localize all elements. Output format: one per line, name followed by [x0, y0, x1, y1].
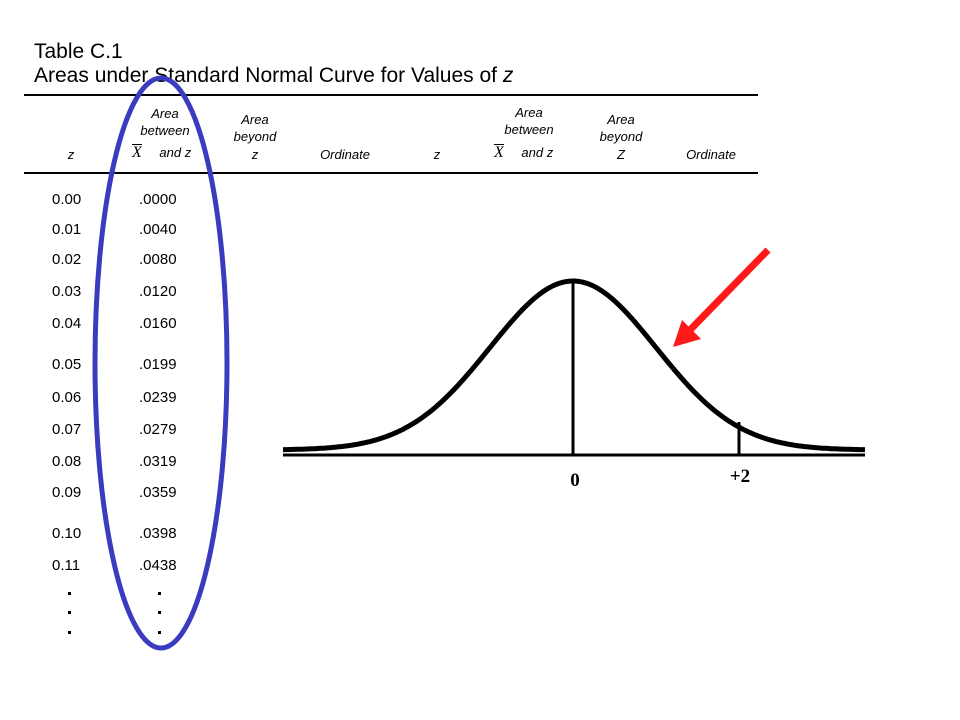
table-title: Table C.1: [34, 40, 123, 63]
table-row-area: .0279: [139, 421, 177, 438]
and-z-left: and z: [159, 145, 192, 160]
header-top-rule: [24, 94, 758, 96]
x-bar-symbol-left: X: [132, 144, 142, 161]
highlight-ellipse: [92, 75, 230, 651]
table-row-area: .0000: [139, 191, 177, 208]
header-z-left: z: [67, 147, 75, 162]
table-row-area: .0398: [139, 525, 177, 542]
ellipsis-dot-z: [68, 592, 71, 595]
ellipsis-dot-z: [68, 611, 71, 614]
ellipsis-dot-area: [158, 611, 161, 614]
table-row-area: .0359: [139, 484, 177, 501]
header-bottom-rule: [24, 172, 758, 174]
table-row-z: 0.01: [52, 221, 82, 238]
table-row-z: 0.03: [52, 283, 82, 300]
and-z-right: and z: [521, 145, 554, 160]
table-row-area: .0438: [139, 557, 177, 574]
table-row-area: .0319: [139, 453, 177, 470]
header-x-and-z-left: X and z: [132, 143, 212, 162]
header-area-beyond-right-line3: Z: [617, 147, 625, 162]
table-row-z: 0.10: [52, 525, 82, 542]
header-area-between-right-line2: between: [504, 122, 554, 137]
table-row-area: .0080: [139, 251, 177, 268]
red-arrow-head: [673, 320, 701, 347]
table-row-z: 0.07: [52, 421, 82, 438]
header-area-between-right-line1: Area: [515, 105, 543, 120]
header-area-beyond-right-line1: Area: [607, 112, 635, 127]
table-row-area: .0239: [139, 389, 177, 406]
header-area-beyond-left-line3: z: [251, 147, 259, 162]
header-area-beyond-left-line2: beyond: [233, 129, 277, 144]
ellipsis-dot-z: [68, 631, 71, 634]
table-row-area: .0040: [139, 221, 177, 238]
marker-label: +2: [730, 466, 750, 487]
table-row-z: 0.02: [52, 251, 82, 268]
header-area-between-left-line1: Area: [151, 106, 179, 121]
table-row-z: 0.06: [52, 389, 82, 406]
table-row-area: .0120: [139, 283, 177, 300]
table-row-z: 0.08: [52, 453, 82, 470]
red-arrow-shaft: [686, 247, 771, 334]
table-row-z: 0.09: [52, 484, 82, 501]
center-label: 0: [570, 470, 580, 491]
table-row-z: 0.00: [52, 191, 82, 208]
table-row-z: 0.11: [52, 557, 81, 574]
table-row-z: 0.05: [52, 356, 82, 373]
table-row-area: .0199: [139, 356, 177, 373]
header-x-and-z-right: X and z: [494, 143, 574, 162]
ellipsis-dot-area: [158, 592, 161, 595]
table-row-z: 0.04: [52, 315, 82, 332]
ellipsis-dot-area: [158, 631, 161, 634]
header-ordinate-left: Ordinate: [320, 147, 370, 162]
subtitle-variable: z: [502, 64, 514, 87]
header-ordinate-right: Ordinate: [686, 147, 736, 162]
header-area-beyond-left-line1: Area: [241, 112, 269, 127]
header-area-between-left-line2: between: [140, 123, 190, 138]
x-bar-symbol-right: X: [494, 144, 504, 161]
table-row-area: .0160: [139, 315, 177, 332]
header-z-right: z: [433, 147, 441, 162]
header-area-beyond-right-line2: beyond: [599, 129, 643, 144]
